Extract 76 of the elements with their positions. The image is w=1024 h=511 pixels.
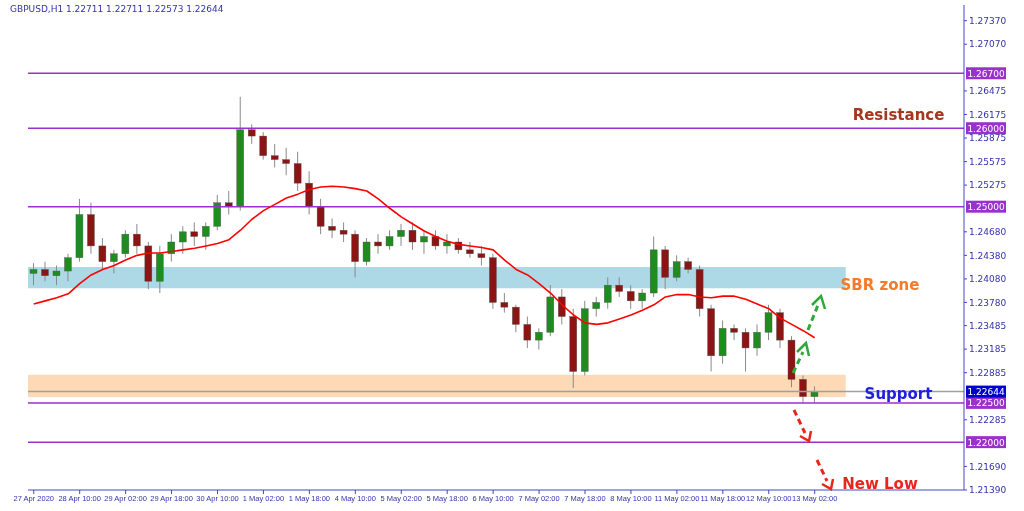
candlestick [535, 327, 543, 351]
candlestick [316, 198, 325, 235]
chart-title: GBPUSD,H1 1.22711 1.22711 1.22573 1.22644 [10, 4, 224, 14]
candlestick [799, 374, 807, 404]
ref-line-label: 1.25000 [967, 202, 1005, 213]
text: New Low [842, 475, 918, 493]
candlestick [133, 223, 141, 255]
candlestick [466, 241, 474, 259]
annotation: Support [864, 384, 933, 403]
candlestick [397, 223, 405, 247]
y-tick-label: 1.23485 [969, 320, 1007, 331]
candlestick [374, 233, 382, 255]
candlestick [213, 194, 221, 231]
candlestick [431, 229, 440, 251]
y-tick-label: 1.24380 [969, 250, 1007, 261]
y-tick-label: 1.24080 [969, 274, 1007, 285]
candlestick [638, 288, 646, 310]
candlestick [385, 229, 394, 251]
candlestick [615, 276, 623, 298]
candlestick [305, 170, 313, 216]
candlestick [64, 253, 72, 282]
candlestick [121, 229, 130, 259]
y-tick-label: 1.21390 [969, 485, 1007, 496]
candlestick [328, 217, 336, 239]
ref-line-label: 1.22644 [967, 387, 1005, 398]
candlestick [248, 123, 256, 145]
candlestick [282, 147, 290, 176]
candlestick [730, 323, 738, 341]
y-tick-label: 1.23185 [969, 344, 1007, 355]
y-tick-label: 1.27070 [969, 39, 1007, 50]
candlestick [29, 262, 38, 286]
y-tick-label: 1.24680 [969, 227, 1007, 237]
candlestick [592, 296, 600, 318]
candlestick [604, 276, 612, 310]
candlestick [190, 221, 198, 247]
candlestick [293, 151, 302, 192]
candlestick [167, 233, 176, 263]
annotation: Resistance [852, 106, 945, 125]
candlestick [753, 323, 761, 357]
y-tick-label: 1.26475 [969, 86, 1007, 97]
ref-line-label: 1.22000 [967, 437, 1005, 448]
candlestick [741, 327, 750, 372]
y-tick-label: 1.25575 [969, 156, 1007, 167]
candlestick [627, 284, 635, 310]
candlestick [339, 221, 348, 243]
candlestick [443, 233, 451, 255]
candlestick [41, 261, 49, 282]
text: SBR zone [840, 276, 920, 294]
candlestick [270, 143, 279, 168]
candlestick [764, 304, 773, 341]
candlestick [179, 225, 187, 255]
candlestick [52, 265, 61, 286]
candlestick [523, 316, 532, 349]
y-tick-label: 1.21690 [969, 461, 1007, 472]
candlestick [110, 249, 118, 274]
ref-line-label: 1.22500 [967, 398, 1005, 409]
candlestick [202, 221, 210, 251]
y-tick-label: 1.25875 [969, 133, 1007, 144]
candlestick [420, 229, 428, 255]
y-tick-label: 1.22885 [969, 367, 1007, 378]
candlestick [98, 237, 107, 270]
y-tick-label: 1.26175 [969, 109, 1007, 120]
candlestick [477, 245, 486, 267]
candlestick [672, 254, 681, 282]
candlestick [558, 288, 566, 325]
y-tick-label: 1.25275 [969, 180, 1007, 191]
ref-line-label: 1.26000 [967, 123, 1005, 134]
candlestick [362, 237, 371, 267]
candlestick [500, 292, 509, 314]
y-tick-label: 1.23780 [969, 297, 1007, 308]
candlestick [259, 131, 267, 161]
candlestick [512, 304, 520, 333]
y-tick-label: 1.27370 [969, 15, 1007, 26]
ref-line-label: 1.26700 [967, 68, 1005, 79]
candlestick [408, 221, 417, 251]
y-tick-label: 1.22285 [969, 414, 1007, 425]
